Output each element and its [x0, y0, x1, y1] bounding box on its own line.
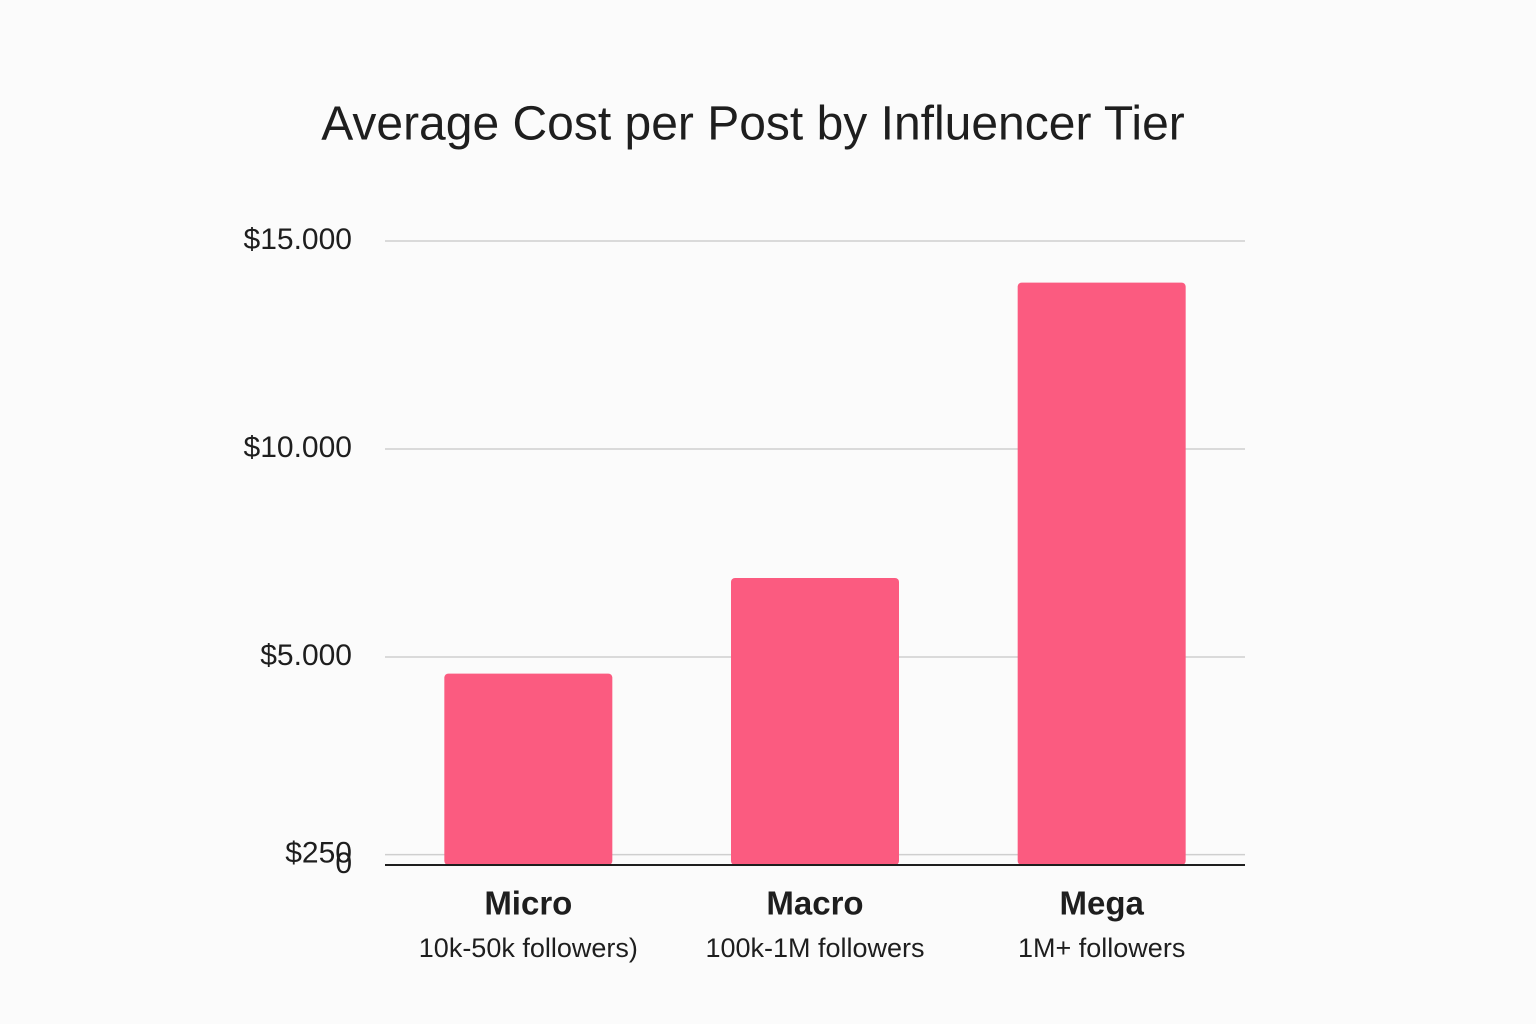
x-tick-label: Micro	[484, 885, 572, 922]
x-tick-sublabel: 1M+ followers	[1018, 933, 1185, 963]
y-tick-label: $10.000	[244, 431, 352, 464]
x-tick-sublabel: 100k-1M followers	[705, 933, 924, 963]
y-tick-label: $15.000	[244, 223, 352, 256]
y-tick-label: $250	[285, 837, 352, 870]
bar	[1017, 282, 1186, 866]
chart-title: Average Cost per Post by Influencer Tier	[321, 98, 1185, 151]
x-tick-label: Mega	[1059, 885, 1144, 922]
x-tick-label: Macro	[766, 885, 863, 922]
y-tick-label: 0	[335, 847, 352, 880]
bar	[731, 577, 899, 865]
x-tick-sublabel: 10k-50k followers)	[419, 933, 638, 963]
bar	[444, 673, 613, 865]
y-tick-label: $5.000	[260, 639, 352, 672]
